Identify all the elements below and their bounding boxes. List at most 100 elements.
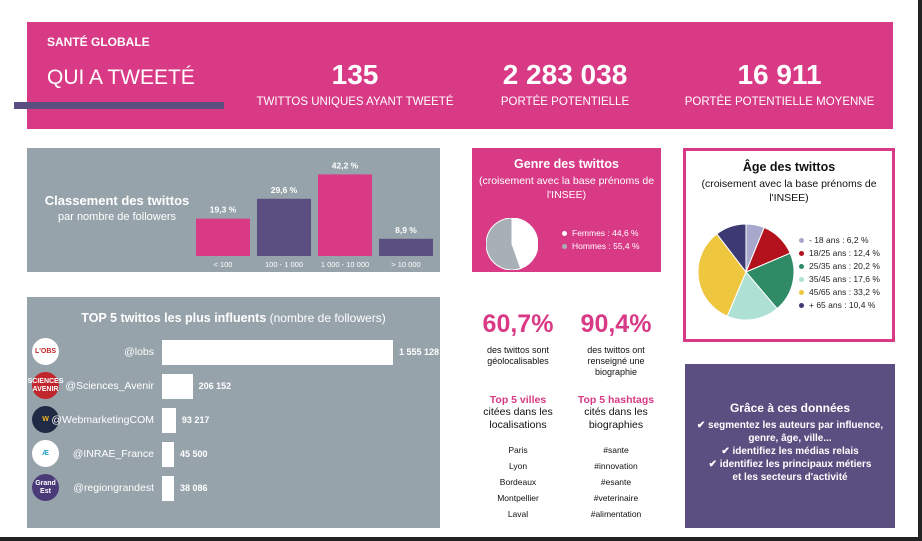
table-row: L'OBS @lobs 1 555 128 [27,338,440,368]
account-name: @INRAE_France [72,448,154,460]
age-pie-chart [698,224,794,320]
age-title-block: Âge des twittos (croisement avec la base… [686,160,892,205]
top-hashtags-list: #sante #innovation #esante #veterinaire … [568,442,664,522]
section-label: SANTÉ GLOBALE [47,35,150,49]
top5-panel: TOP 5 twittos les plus influents (nombre… [27,297,440,528]
chart-subtitle: (croisement avec la base prénoms de l'IN… [701,178,877,204]
bar-3 [379,238,433,256]
benefit-line: ✔ identifiez les principaux métiers [708,459,872,470]
chart-title: Genre des twittos [514,157,619,171]
followers-bar [162,374,193,399]
chart-title: Classement des twittos [44,193,190,208]
top-villes-head: Top 5 villes [489,394,547,406]
legend-item: - 18 ans : 6,2 % [799,235,869,245]
chart-subtitle: (croisement avec la base prénoms de l'IN… [478,175,655,201]
followers-title: Classement des twittos par nombre de fol… [37,193,197,223]
pie-slice-3 [726,271,778,320]
top5-title-main: TOP 5 twittos les plus influents [81,311,267,325]
legend-swatch [799,303,804,309]
table-row: Grand Est @regiongrandest 38 086 [27,474,440,504]
kpi-unique-twittos: 135 TWITTOS UNIQUES AYANT TWEETÉ [245,58,465,108]
legend-swatch [799,277,804,283]
list-item: Bordeaux [499,477,537,487]
top-villes: Top 5 villes citées dans les localisatio… [472,394,564,522]
legend-swatch [799,251,804,257]
benefits-title: Grâce à ces données [729,401,851,415]
followers-chart: 19,3 % < 100 29,6 % 100 - 1 000 42,2 % 1 000 … [196,160,433,269]
benefits-box: Grâce à ces données ✔ segmentez les aute… [685,364,895,528]
category-label: 1 000 - 10 000 [321,260,369,269]
benefit-line: genre, âge, ville... [748,433,832,444]
stat-desc: des twittos sont géolocalisables [486,345,550,366]
benefit-line: et les secteurs d'activité [732,472,848,483]
title-underline [14,102,224,109]
chart-subtitle: par nombre de followers [57,211,176,223]
pie-slice-2 [745,252,794,310]
frame-border [918,0,922,541]
pie-slice-1 [486,218,522,270]
legend-label: 18/25 ans : 12,4 % [809,248,880,258]
bar-label: 8,9 % [395,225,417,235]
stat-desc: des twittos ont renseigné une biographie [587,345,645,377]
top-hashtags-sub: cités dans les biographies [584,406,648,431]
top5-title: TOP 5 twittos les plus influents (nombre… [27,311,440,325]
legend-item: + 65 ans : 10,4 % [799,300,875,310]
top-hashtags-head: Top 5 hashtags [577,394,655,406]
legend-swatch [799,238,804,244]
kpi-label: PORTÉE POTENTIELLE [500,96,630,108]
list-item: Laval [507,509,529,519]
legend-swatch [562,231,567,237]
account-name: @Sciences_Avenir [65,380,154,392]
kpi-value: 2 283 038 [502,59,628,90]
pie-slice-0 [511,218,538,270]
account-name: @WebmarketingCOM [51,414,154,426]
top-villes-sub: citées dans les localisations [483,406,553,431]
list-item: #sante [603,445,629,455]
top-villes-list: Paris Lyon Bordeaux Montpellier Laval [472,442,564,522]
stat-value: 60,7% [482,310,554,338]
benefit-line: ✔ identifiez les médias relais [721,446,859,457]
legend-label: Femmes : 44,6 % [572,228,639,238]
bar-label: 42,2 % [332,160,359,170]
account-logo: Grand Est [32,474,59,501]
chart-title: Âge des twittos [742,160,836,174]
kpi-value: 135 [331,59,379,90]
legend-item: 18/25 ans : 12,4 % [799,248,880,258]
frame-border [0,537,922,541]
table-row: W @WebmarketingCOM 93 217 [27,406,440,436]
genre-panel: Genre des twittos (croisement avec la ba… [472,148,661,272]
top5-title-suffix: (nombre de followers) [269,311,386,325]
list-item: Montpellier [497,493,539,503]
table-row: SCIENCES AVENIR @Sciences_Avenir 206 152 [27,372,440,402]
followers-value: 93 217 [181,415,210,425]
header-banner: SANTÉ GLOBALE QUI A TWEETÉ 135 TWITTOS U… [14,22,893,129]
kpi-portee: 2 283 038 PORTÉE POTENTIELLE [460,58,670,108]
account-name: @regiongrandest [73,482,154,494]
category-label: > 10 000 [391,260,420,269]
genre-pie-chart [486,218,538,270]
list-item: Paris [508,445,528,455]
list-item: Lyon [508,461,528,471]
legend-swatch [799,264,804,270]
legend-item: 35/45 ans : 17,6 % [799,274,880,284]
legend-item: 45/65 ans : 33,2 % [799,287,880,297]
table-row: Æ @INRAE_France 45 500 [27,440,440,470]
legend-swatch [562,244,567,250]
account-logo: W [32,406,59,433]
followers-value: 38 086 [180,483,208,493]
followers-panel: Classement des twittos par nombre de fol… [27,148,440,272]
list-item: #veterinaire [593,493,639,503]
category-label: 100 - 1 000 [265,260,303,269]
account-logo: Æ [32,440,59,467]
category-label: < 100 [214,260,233,269]
bar-label: 19,3 % [210,205,237,215]
legend-label: - 18 ans : 6,2 % [809,235,869,245]
list-item: #innovation [594,461,638,471]
account-name: @lobs [124,346,154,358]
list-item: #esante [600,477,632,487]
page-title: QUI A TWEETÉ [47,66,195,89]
followers-bar [162,476,174,501]
bar-label: 29,6 % [271,185,298,195]
stat-geolocalisables: 60,7% des twittos sont géolocalisables [472,310,564,367]
legend-item: 25/35 ans : 20,2 % [799,261,880,271]
